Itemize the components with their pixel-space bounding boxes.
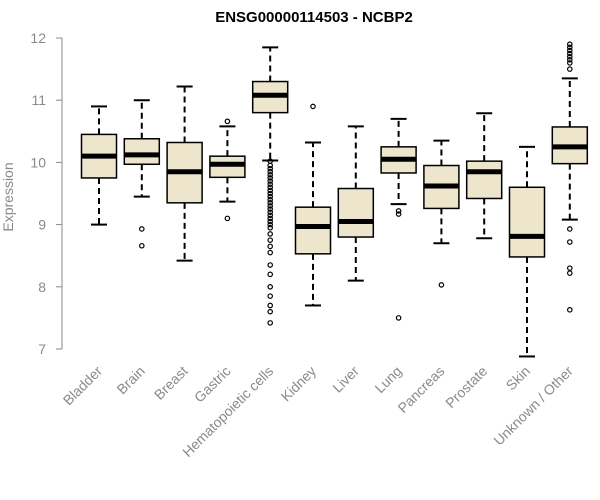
outlier-point	[395, 208, 402, 214]
outlier-point	[267, 200, 274, 206]
outlier-point	[267, 218, 274, 225]
outlier-point	[566, 50, 573, 57]
outlier-point	[566, 53, 573, 60]
box-group	[80, 105, 118, 226]
outlier-point	[267, 209, 274, 215]
y-axis: 7 8 9 10 11 12	[30, 30, 63, 357]
outlier-point	[566, 60, 573, 66]
outlier-point	[139, 226, 145, 232]
outlier-point	[267, 190, 274, 197]
box-group	[551, 41, 589, 313]
box-group	[294, 103, 332, 307]
x-tick-label: Unknown / Other	[490, 363, 576, 449]
outlier-point	[566, 56, 573, 63]
outlier-point	[267, 196, 274, 203]
outlier-point	[267, 243, 274, 250]
outlier-point	[395, 315, 402, 321]
box-iqr	[123, 138, 161, 166]
outlier-point	[566, 66, 573, 72]
outlier-point	[310, 103, 316, 110]
outlier-point	[267, 308, 274, 315]
box-group	[508, 145, 546, 358]
y-tick-label: 10	[30, 154, 46, 170]
outlier-point	[267, 175, 274, 181]
boxes-layer	[80, 41, 589, 358]
outlier-point	[267, 203, 274, 209]
x-tick-label: Bladder	[60, 363, 106, 409]
outlier-point	[267, 320, 274, 326]
y-tick-label: 9	[38, 217, 46, 233]
outlier-point	[566, 239, 573, 245]
outlier-point	[267, 302, 274, 309]
outlier-point	[267, 168, 274, 175]
box-iqr	[294, 206, 332, 255]
outlier-point	[438, 282, 445, 288]
outlier-point	[267, 187, 274, 194]
outlier-point	[267, 181, 274, 187]
x-tick-label: Pancreas	[394, 363, 447, 416]
outlier-point	[267, 193, 274, 200]
box-group	[465, 112, 503, 240]
x-tick-label: Kidney	[278, 363, 320, 405]
x-tick-label: Prostate	[442, 363, 490, 411]
outlier-point	[267, 283, 274, 290]
outlier-point	[566, 307, 573, 313]
outlier-point	[566, 41, 573, 48]
outlier-point	[267, 172, 274, 178]
outlier-point	[566, 270, 573, 276]
y-tick-label: 11	[31, 92, 46, 108]
outlier-point	[395, 211, 402, 217]
box-iqr	[337, 187, 375, 238]
box-group	[423, 139, 460, 288]
box-group	[380, 117, 417, 321]
outlier-point	[566, 265, 573, 271]
x-tick-label: Breast	[151, 363, 191, 403]
outlier-point	[566, 44, 573, 51]
chart-title: ENSG00000114503 - NCBP2	[215, 9, 413, 26]
x-tick-label: Lung	[371, 363, 404, 396]
x-tick-label: Liver	[329, 363, 362, 396]
outlier-point	[267, 184, 274, 191]
outlier-point	[267, 212, 274, 219]
outlier-point	[267, 215, 274, 222]
outlier-point	[267, 206, 274, 212]
outlier-point	[267, 162, 274, 169]
outlier-point	[267, 237, 274, 243]
box-iqr	[465, 160, 503, 200]
outlier-point	[224, 118, 231, 125]
box-group	[166, 85, 203, 262]
outlier-point	[267, 224, 274, 231]
x-tick-label: Brain	[113, 363, 147, 397]
y-tick-label: 12	[30, 30, 46, 46]
outlier-point	[566, 47, 573, 54]
outlier-point	[267, 165, 274, 172]
x-tick-label: Gastric	[191, 363, 234, 406]
box-iqr	[508, 186, 546, 258]
y-tick-label: 7	[38, 341, 46, 357]
outlier-point	[267, 262, 274, 268]
outlier-point	[267, 249, 274, 256]
outlier-point	[267, 293, 274, 299]
y-tick-label: 8	[38, 279, 46, 295]
box-group	[337, 125, 375, 282]
box-group	[251, 46, 289, 326]
outlier-point	[267, 231, 274, 237]
y-axis-label: Expression	[0, 162, 16, 231]
outlier-point	[566, 226, 573, 232]
box-group	[209, 118, 246, 222]
x-tick-label: Skin	[503, 363, 534, 394]
outlier-point	[224, 215, 231, 222]
outlier-point	[267, 221, 274, 228]
outlier-point	[267, 178, 274, 184]
outlier-point	[139, 242, 145, 249]
box-group	[123, 99, 161, 249]
outlier-point	[267, 271, 274, 278]
